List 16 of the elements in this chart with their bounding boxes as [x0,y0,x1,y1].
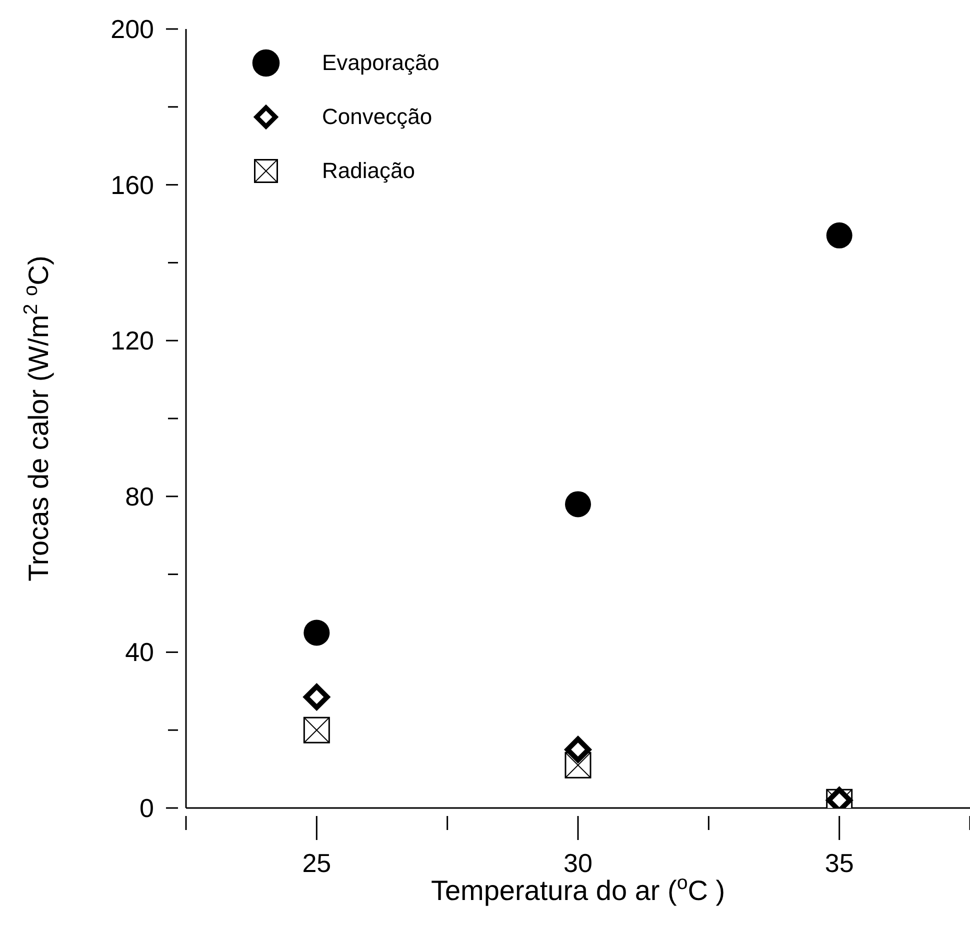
y-tick-label: 120 [110,326,154,356]
point [826,222,852,248]
x-tick-label: 25 [302,848,332,878]
y-tick-label: 80 [125,481,154,512]
y-tick-label: 160 [110,170,154,200]
y-tick-label: 200 [110,14,154,44]
legend-label: Convecção [322,104,432,130]
point [304,620,330,646]
y-tick-label: 40 [125,637,154,668]
point [565,491,591,518]
x-tick-label: 35 [824,848,854,878]
y-tick-label: 0 [140,793,154,823]
point [565,736,591,763]
legend-label: Radiação [322,158,415,184]
point [304,684,330,710]
legend-label: Evaporação [322,50,440,76]
